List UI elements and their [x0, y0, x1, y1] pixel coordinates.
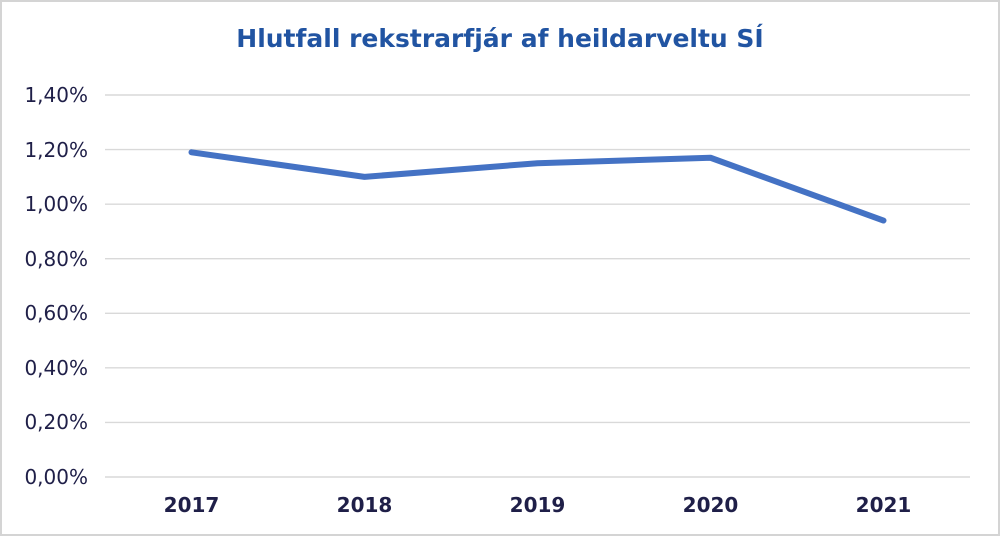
y-axis-tick-label: 0,20%: [24, 410, 88, 435]
data-line-series: [188, 149, 887, 224]
y-axis-tick-label: 1,40%: [24, 83, 88, 107]
y-axis-tick-label: 0,40%: [24, 355, 88, 380]
y-axis-tick-label: 0,60%: [24, 301, 88, 326]
y-axis-tick-label: 0,80%: [24, 246, 88, 271]
y-axis-tick-label: 1,00%: [24, 192, 88, 217]
chart-title: Hlutfall rekstrarfjár af heildarveltu SÍ: [236, 24, 764, 53]
x-axis-tick-label: 2021: [855, 493, 912, 517]
y-axis-tick-label: 1,20%: [24, 137, 88, 162]
x-axis-tick-label: 2018: [336, 493, 393, 517]
y-axis-tick-label: 0,00%: [24, 465, 88, 489]
x-axis-tick-label: 2020: [682, 493, 739, 517]
x-axis-tick-label: 2017: [163, 493, 220, 517]
x-axis-tick-label: 2019: [509, 493, 566, 517]
